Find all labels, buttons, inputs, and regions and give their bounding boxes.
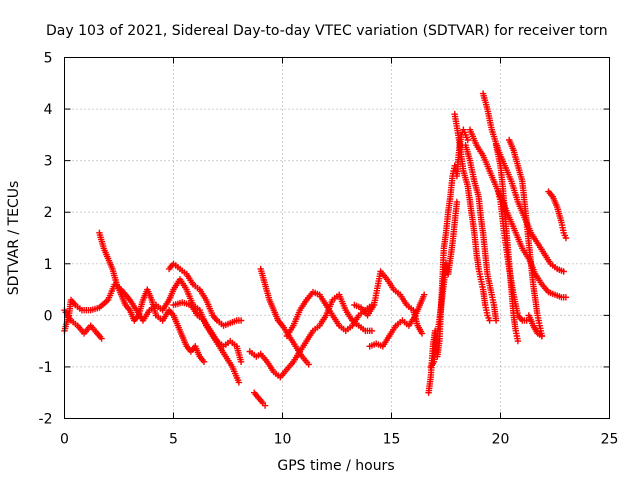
data-point [523,317,530,324]
y-tick-label: 0 [44,308,53,324]
series-track-13 [427,198,461,371]
series-track-10 [351,268,426,337]
grid [64,57,610,419]
data-point [368,327,376,334]
x-axis-label: GPS time / hours [277,458,394,474]
data-point [200,358,208,365]
data-point [235,379,243,386]
data-point [237,317,245,324]
data-point [418,330,426,337]
x-tick-label: 0 [60,432,69,448]
data-point [538,332,546,340]
data-point [464,136,471,144]
chart-title: Day 103 of 2021, Sidereal Day-to-day VTE… [46,23,608,39]
series-track-15 [462,142,500,324]
data-point [305,361,312,368]
series-track-21 [525,312,546,340]
y-tick-label: 5 [44,51,53,67]
x-tick-label: 25 [601,432,619,448]
data-point [237,358,245,365]
data-points [61,90,570,409]
y-tick-label: -1 [39,360,53,376]
series-track-7 [257,265,312,368]
axis-ticks: 0 5 10 15 20 25 -2 -1 0 1 2 3 4 5 [39,51,619,448]
series-track-22 [545,188,570,242]
data-point [98,335,105,342]
x-tick-label: 5 [169,432,178,448]
data-point [492,317,500,324]
series-track-19 [495,188,530,324]
data-point [562,294,570,301]
y-tick-label: 4 [44,102,53,118]
x-tick-label: 20 [492,432,510,448]
y-tick-label: 3 [44,154,53,170]
y-axis-label: SDTVAR / TECUs [6,181,22,296]
data-point [261,402,269,409]
y-tick-label: -2 [39,412,53,428]
data-point [560,268,567,275]
data-point [453,198,461,206]
series-track-9 [283,288,376,340]
series-track-20 [506,136,546,340]
data-point [562,234,570,242]
series-track-5 [170,299,245,365]
data-point [514,337,522,345]
data-point [421,291,428,298]
data-point [486,317,493,324]
x-tick-label: 10 [274,432,292,448]
series-track-11 [366,291,428,350]
series-track-3 [96,229,208,365]
series-track-8 [251,389,269,409]
y-tick-label: 1 [44,257,53,273]
series-track-14 [451,111,493,324]
plot-frame [64,57,610,419]
x-tick-label: 15 [383,432,401,448]
y-tick-label: 2 [44,205,53,221]
series-track-4 [165,260,245,329]
